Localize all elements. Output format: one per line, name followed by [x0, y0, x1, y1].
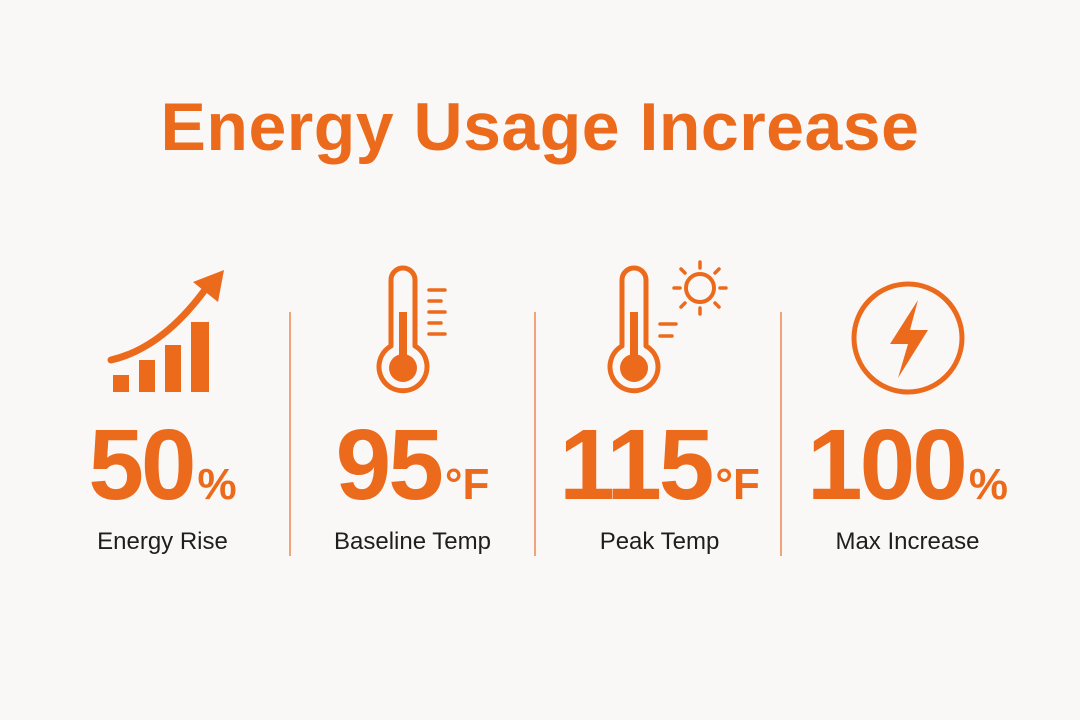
- stat-unit: °F: [715, 460, 760, 509]
- stat-unit: %: [197, 460, 237, 509]
- stat-value: 50%: [40, 410, 285, 550]
- stat-value: 115°F: [537, 410, 782, 550]
- stat-baseline-temp: 95°F Baseline Temp: [290, 250, 535, 570]
- stat-label: Energy Rise: [97, 528, 228, 555]
- stat-label: Baseline Temp: [334, 528, 491, 555]
- stat-unit: %: [968, 460, 1008, 509]
- rising-bar-chart-icon: [40, 250, 285, 400]
- stat-value: 100%: [785, 410, 1030, 550]
- stat-value: 95°F: [290, 410, 535, 550]
- stat-energy-rise: 50% Energy Rise: [40, 250, 285, 570]
- divider: [534, 312, 536, 556]
- stat-peak-temp: 115°F Peak Temp: [537, 250, 782, 570]
- page-title: Energy Usage Increase: [160, 89, 920, 165]
- divider: [289, 312, 291, 556]
- stat-number: 95: [335, 409, 444, 521]
- thermometer-icon: [290, 250, 535, 400]
- stat-max-increase: 100% Max Increase: [785, 250, 1030, 570]
- stat-unit: °F: [444, 460, 490, 509]
- stats-row: 50% Energy Rise 95°F Baseline Temp: [40, 250, 1040, 570]
- stat-label: Max Increase: [835, 528, 980, 555]
- stat-label: Peak Temp: [599, 528, 720, 555]
- thermometer-sun-icon: [537, 250, 782, 400]
- divider: [780, 312, 782, 556]
- stat-number: 115: [559, 409, 714, 521]
- stat-number: 100: [807, 409, 968, 521]
- lightning-bolt-icon: [785, 250, 1030, 400]
- stat-number: 50: [88, 409, 196, 521]
